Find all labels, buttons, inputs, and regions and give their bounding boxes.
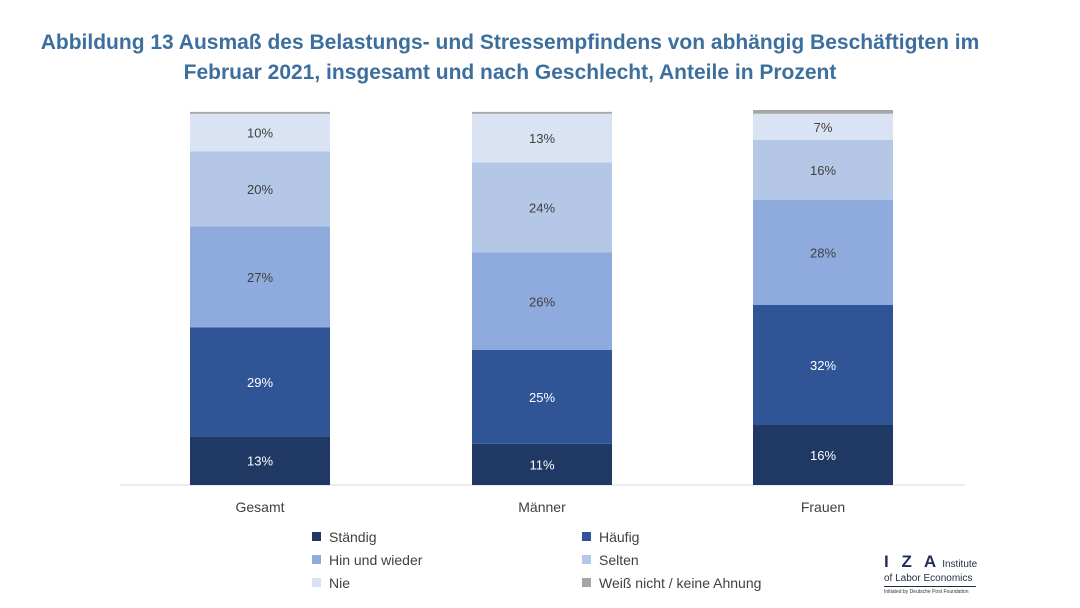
bar-segment (472, 252, 612, 350)
legend-swatch (312, 532, 321, 541)
data-label: 26% (529, 294, 555, 309)
chart-title-line-2: Februar 2021, insgesamt und nach Geschle… (183, 61, 837, 84)
legend-label: Häufig (599, 528, 640, 545)
bar-segment (190, 436, 330, 485)
chart-title: Abbildung 13 Ausmaß des Belastungs- und … (0, 28, 1020, 88)
iza-logo-subtitle: of Labor Economics (884, 573, 973, 584)
chart-legend: Ständig Häufig Hin und wieder Selten Nie Weiß… (312, 527, 832, 592)
legend-label: Weiß nicht / keine Ahnung (599, 574, 762, 591)
iza-logo-institute: Institute (942, 559, 978, 570)
data-label: 20% (247, 182, 273, 197)
legend-swatch (312, 555, 321, 564)
legend-item: Häufig (582, 527, 832, 546)
legend-swatch (582, 555, 591, 564)
bar-segment (472, 111, 612, 114)
legend-item: Weiß nicht / keine Ahnung (582, 573, 832, 592)
bar-segment (190, 226, 330, 328)
data-label: 28% (810, 246, 836, 261)
iza-logo-letters: I Z A (884, 552, 941, 571)
data-label: 32% (810, 358, 836, 373)
legend-swatch (312, 578, 321, 587)
x-tick-label: Gesamt (235, 499, 284, 515)
data-label: 27% (247, 270, 273, 285)
iza-logo-tagline: Initiated by Deutsche Post Foundation (884, 589, 969, 595)
bar-segment (190, 113, 330, 152)
bar-segment (753, 113, 893, 140)
legend-item: Ständig (312, 527, 582, 546)
data-label: 10% (247, 126, 273, 141)
legend-swatch (582, 578, 591, 587)
data-label: 25% (529, 390, 555, 405)
bar-segment (753, 305, 893, 425)
bar-segment (190, 111, 330, 114)
legend-label: Hin und wieder (329, 551, 423, 568)
bar-segment (472, 162, 612, 253)
legend-swatch (582, 532, 591, 541)
iza-logo-rule (884, 586, 976, 587)
legend-item: Hin und wieder (312, 550, 582, 569)
data-label: 24% (529, 201, 555, 216)
bar-segment (190, 327, 330, 437)
bar-segment (753, 425, 893, 485)
x-tick-label: Männer (518, 499, 566, 515)
legend-label: Ständig (329, 528, 377, 545)
data-label: 29% (247, 375, 273, 390)
legend-label: Selten (599, 551, 639, 568)
x-tick-label: Frauen (801, 499, 845, 515)
data-label: 7% (814, 120, 833, 135)
legend-item: Selten (582, 550, 832, 569)
bar-segment (190, 151, 330, 227)
bar-segment (472, 350, 612, 444)
data-label: 16% (810, 448, 836, 463)
iza-logo: I Z A Institute of Labor Economics Initi… (884, 552, 1004, 595)
legend-item: Nie (312, 573, 582, 592)
bar-segment (472, 443, 612, 485)
data-label: 13% (529, 131, 555, 146)
legend-label: Nie (329, 574, 351, 591)
bar-segment (753, 200, 893, 305)
bar-segment (753, 110, 893, 114)
bar-segment (472, 113, 612, 163)
data-label: 13% (247, 454, 273, 469)
bar-segment (753, 140, 893, 200)
data-label: 11% (529, 457, 554, 472)
chart-title-line-1: Abbildung 13 Ausmaß des Belastungs- und … (40, 31, 980, 54)
data-label: 16% (810, 163, 836, 178)
